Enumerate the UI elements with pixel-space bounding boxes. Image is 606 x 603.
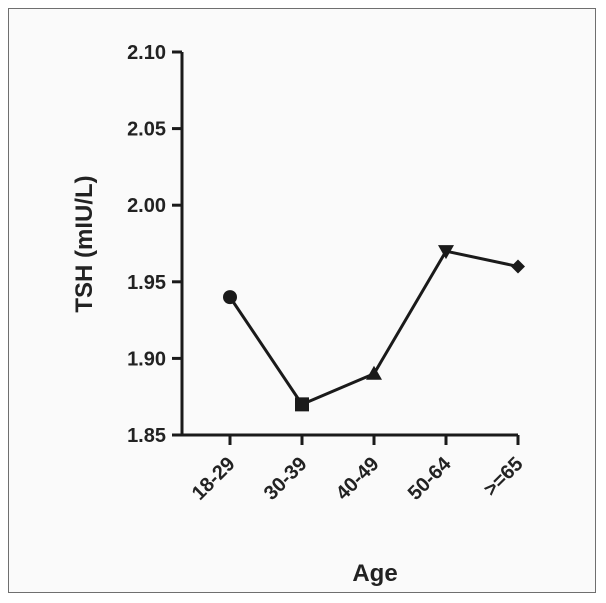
data-point-square — [295, 397, 309, 412]
y-ticks: 1.85 1.90 1.95 2.00 2.05 2.10 — [127, 42, 182, 447]
x-tick-label: 30-39 — [260, 453, 312, 505]
y-tick-label: 2.00 — [127, 195, 166, 217]
x-ticks: 18-29 30-39 40-49 50-64 >=65 — [188, 435, 528, 505]
y-tick-label: 1.95 — [127, 272, 166, 294]
y-tick-label: 1.90 — [127, 348, 166, 370]
y-tick-label: 1.85 — [127, 425, 166, 447]
x-axis-title: Age — [352, 560, 397, 587]
data-point-triangle-up — [366, 365, 382, 380]
data-point-diamond — [511, 259, 525, 274]
x-tick-label: 40-49 — [332, 453, 384, 505]
x-tick-label: 50-64 — [404, 452, 456, 504]
y-tick-label: 2.05 — [127, 119, 166, 141]
y-axis-title: TSH (mIU/L) — [71, 175, 98, 312]
series — [223, 245, 525, 412]
series-line — [228, 249, 519, 406]
data-point-circle — [223, 290, 237, 305]
x-tick-label: >=65 — [480, 453, 528, 501]
axes — [180, 52, 518, 437]
data-point-triangle-down — [438, 245, 454, 260]
y-tick-label: 2.10 — [127, 42, 166, 64]
figure-frame — [8, 8, 596, 593]
x-tick-label: 18-29 — [188, 453, 240, 505]
